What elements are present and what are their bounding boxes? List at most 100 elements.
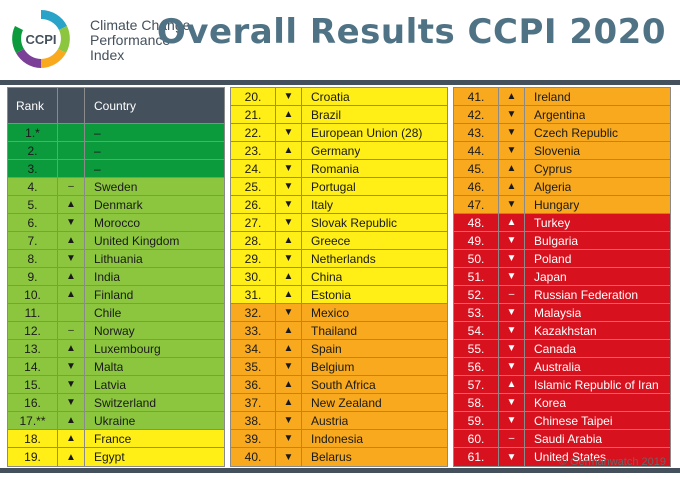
arrow-up-icon: ▲: [276, 286, 302, 303]
logo-line-1: Climate Change: [90, 17, 191, 33]
rank-cell: 42.: [454, 106, 499, 123]
rank-cell: 19.: [8, 448, 58, 466]
country-cell: France: [94, 431, 132, 446]
country-cell: Norway: [94, 323, 135, 338]
country-cell: Luxembourg: [94, 341, 161, 356]
table-row: 55. ▼ Canada: [454, 340, 670, 358]
trend-cell: [58, 160, 85, 177]
rank-cell: 38.: [231, 412, 276, 429]
arrow-up-icon: ▲: [276, 232, 302, 249]
table-row: 19. ▲ Egypt: [8, 448, 224, 466]
table-row: 49. ▼ Bulgaria: [454, 232, 670, 250]
table-row: 16. ▼ Switzerland: [8, 394, 224, 412]
arrow-down-icon: ▼: [499, 448, 525, 466]
table-row: 54. ▼ Kazakhstan: [454, 322, 670, 340]
table-row: 3. –: [8, 160, 224, 178]
country-cell: Estonia: [311, 287, 352, 302]
rank-cell: 44.: [454, 142, 499, 159]
results-column-2: 20. ▼ Croatia 21. ▲ Brazil 22. ▼ European Union …: [230, 87, 448, 467]
arrow-down-icon: ▼: [276, 448, 302, 466]
country-cell: Morocco: [94, 215, 141, 230]
country-cell: Egypt: [94, 450, 125, 464]
country-cell: Finland: [94, 287, 134, 302]
country-cell: Italy: [311, 197, 334, 212]
country-cell: Korea: [534, 395, 567, 410]
trend-cell: [58, 124, 85, 141]
country-cell: Canada: [534, 341, 577, 356]
arrow-down-icon: ▼: [276, 124, 302, 141]
arrow-down-icon: ▼: [499, 412, 525, 429]
rank-cell: 57.: [454, 376, 499, 393]
country-cell: Algeria: [534, 179, 572, 194]
arrow-down-icon: ▼: [58, 214, 85, 231]
arrow-up-icon: ▲: [499, 214, 525, 231]
table-row: 42. ▼ Argentina: [454, 106, 670, 124]
table-row: 33. ▲ Thailand: [231, 322, 447, 340]
arrow-up-icon: ▲: [58, 412, 85, 429]
country-cell: Switzerland: [94, 395, 157, 410]
table-row: 31. ▲ Estonia: [231, 286, 447, 304]
rank-cell: 35.: [231, 358, 276, 375]
arrow-down-icon: ▼: [276, 214, 302, 231]
country-cell: Hungary: [534, 197, 580, 212]
rank-cell: 33.: [231, 322, 276, 339]
table-row: 13. ▲ Luxembourg: [8, 340, 224, 358]
table-row: 40. ▼ Belarus: [231, 448, 447, 466]
rank-cell: 22.: [231, 124, 276, 141]
country-cell: Slovak Republic: [311, 215, 398, 230]
arrow-up-icon: ▲: [58, 196, 85, 213]
arrow-up-icon: ▲: [58, 430, 85, 447]
arrow-down-icon: ▼: [276, 178, 302, 195]
country-cell: Australia: [534, 359, 581, 374]
arrow-up-icon: ▲: [276, 106, 302, 123]
table-row: 37. ▲ New Zealand: [231, 394, 447, 412]
arrow-down-icon: ▼: [276, 430, 302, 447]
rank-cell: 26.: [231, 196, 276, 213]
country-cell: Portugal: [311, 179, 356, 194]
rank-cell: 9.: [8, 268, 58, 285]
country-cell: India: [94, 269, 121, 284]
arrow-down-icon: ▼: [499, 196, 525, 213]
table-row: 4. – Sweden: [8, 178, 224, 196]
trend-cell: [58, 304, 85, 321]
country-cell: Japan: [534, 269, 567, 284]
table-row: 8. ▼ Lithuania: [8, 250, 224, 268]
rank-cell: 7.: [8, 232, 58, 249]
table-row: 52. – Russian Federation: [454, 286, 670, 304]
country-cell: –: [94, 161, 101, 176]
arrow-down-icon: ▼: [276, 412, 302, 429]
arrow-down-icon: ▼: [58, 358, 85, 375]
table-row: 34. ▲ Spain: [231, 340, 447, 358]
arrow-down-icon: ▼: [499, 268, 525, 285]
rank-cell: 46.: [454, 178, 499, 195]
table-row: 28. ▲ Greece: [231, 232, 447, 250]
country-cell: Brazil: [311, 107, 342, 122]
country-cell: Ireland: [534, 89, 571, 104]
rank-cell: 8.: [8, 250, 58, 267]
table-header: Rank Country: [8, 88, 224, 124]
rank-cell: 53.: [454, 304, 499, 321]
country-cell: Poland: [534, 251, 572, 266]
arrow-up-icon: ▲: [499, 178, 525, 195]
table-row: 50. ▼ Poland: [454, 250, 670, 268]
country-cell: Indonesia: [311, 431, 364, 446]
arrow-down-icon: ▼: [276, 304, 302, 321]
table-row: 29. ▼ Netherlands: [231, 250, 447, 268]
page-title: Overall Results CCPI 2020: [156, 12, 666, 52]
logo-abbrev: CCPI: [25, 32, 56, 47]
rank-cell: 23.: [231, 142, 276, 159]
rank-cell: 37.: [231, 394, 276, 411]
country-cell: Islamic Republic of Iran: [534, 377, 659, 392]
rank-cell: 18.: [8, 430, 58, 447]
rank-cell: 41.: [454, 88, 499, 105]
table-row: 60. – Saudi Arabia: [454, 430, 670, 448]
rank-cell: 3.: [8, 160, 58, 177]
rank-cell: 1.*: [8, 124, 58, 141]
dash-icon: –: [499, 286, 525, 303]
table-row: 57. ▲ Islamic Republic of Iran: [454, 376, 670, 394]
table-row: 1.* –: [8, 124, 224, 142]
arrow-down-icon: ▼: [499, 304, 525, 321]
rank-cell: 2.: [8, 142, 58, 159]
table-row: 45. ▲ Cyprus: [454, 160, 670, 178]
dash-icon: –: [58, 322, 85, 339]
